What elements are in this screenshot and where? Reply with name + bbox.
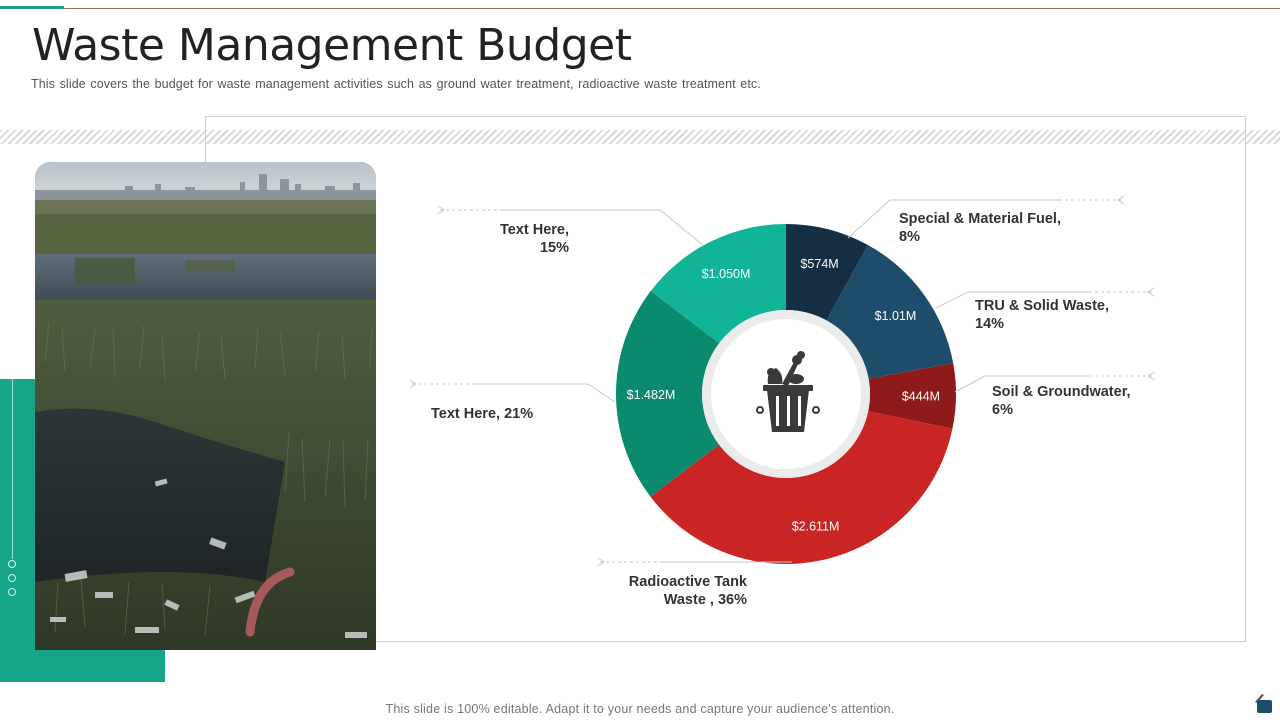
accent-dot — [8, 560, 16, 568]
slice-legend-label: Text Here, 15% — [470, 221, 569, 257]
chevron-icon — [597, 557, 605, 567]
donut-slice — [650, 411, 953, 565]
chevron-icon — [437, 205, 445, 215]
wetland-photo — [35, 162, 376, 650]
chevron-icon — [1147, 371, 1155, 381]
donut-slice — [786, 224, 868, 321]
legend-label-line: Waste , 36% — [663, 592, 747, 608]
page-title: Waste Management Budget — [32, 20, 632, 71]
chevron-icon — [409, 379, 417, 389]
slice-value-label: $574M — [800, 257, 838, 271]
chevron-icon — [1147, 287, 1155, 297]
accent-dot — [8, 574, 16, 582]
slice-value-label: $2.611M — [792, 520, 840, 534]
slice-legend-label: Radioactive Tank Waste , 36% — [625, 573, 747, 609]
slice-value-label: $1.01M — [875, 309, 917, 323]
donut-slice — [868, 363, 957, 429]
leader-line — [954, 375, 1152, 393]
slice-legend-label: TRU & Solid Waste, 14% — [975, 297, 1109, 333]
leader-line — [440, 209, 705, 247]
slice-value-label: $1.050M — [702, 267, 751, 281]
hatched-band — [0, 130, 1280, 144]
accent-dot — [8, 588, 16, 596]
slice-value-label: $444M — [902, 390, 940, 404]
legend-label-line: Text Here, — [499, 222, 569, 238]
legend-label-line: 6% — [992, 402, 1013, 418]
donut-slice — [650, 224, 786, 344]
chevron-icon — [1117, 195, 1125, 205]
top-rule — [0, 8, 1280, 9]
slice-value-label: $1.482M — [627, 388, 676, 402]
slice-legend-label: Special & Material Fuel, 8% — [899, 210, 1061, 246]
page-subtitle: This slide covers the budget for waste m… — [31, 77, 761, 91]
legend-label-line: Text Here, 21% — [431, 406, 534, 422]
legend-label-line: 8% — [899, 229, 920, 245]
legend-label-line: 15% — [539, 240, 569, 256]
donut-slice — [616, 291, 720, 497]
leader-line — [847, 199, 1122, 239]
edit-icon — [1255, 694, 1272, 713]
teal-accent-line — [12, 379, 13, 559]
legend-label-line: 14% — [975, 316, 1005, 332]
leader-line — [935, 291, 1152, 309]
footer-note: This slide is 100% editable. Adapt it to… — [385, 702, 895, 716]
legend-label-line: Radioactive Tank — [628, 574, 747, 590]
trash-bin-icon — [756, 351, 820, 432]
legend-label-line: TRU & Solid Waste, — [975, 298, 1109, 314]
slice-legend-label: Soil & Groundwater, 6% — [992, 383, 1131, 419]
leader-line — [412, 383, 616, 403]
donut-slice — [826, 245, 954, 379]
top-accent-bar — [0, 6, 64, 9]
slice-legend-label: Text Here, 21% — [431, 405, 533, 423]
legend-label-line: Soil & Groundwater, — [992, 384, 1131, 400]
legend-label-line: Special & Material Fuel, — [899, 211, 1061, 227]
